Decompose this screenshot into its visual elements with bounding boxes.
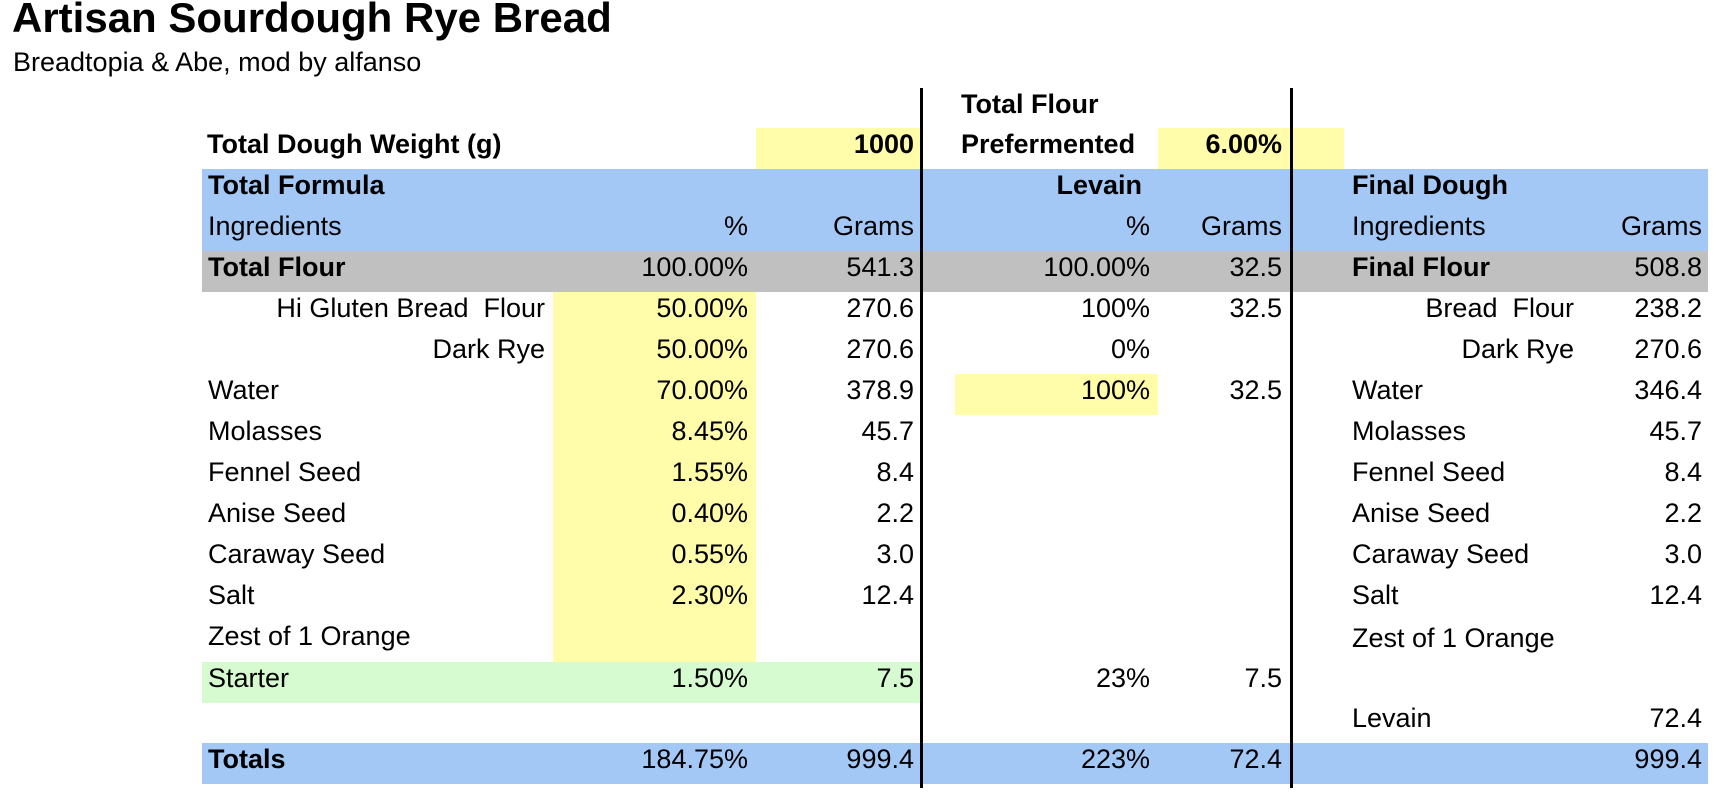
totals-band (202, 743, 1708, 784)
header-band (202, 169, 1708, 251)
fd-row-grams: 8.4 (1664, 457, 1702, 487)
tf-row-name: Caraway Seed (208, 539, 386, 569)
tf-row-grams: 7.5 (876, 663, 914, 693)
fd-row-name: Molasses (1352, 416, 1467, 446)
fd-row-grams: 72.4 (1649, 703, 1702, 733)
lv-total-grams: 72.4 (1229, 744, 1282, 774)
tf-row-pct[interactable]: 0.55% (671, 539, 748, 569)
fd-row-grams: 508.8 (1634, 252, 1702, 282)
tf-row-pct[interactable]: 50.00% (656, 293, 748, 323)
tf-row-name: Starter (208, 663, 290, 693)
fd-row-grams: 238.2 (1634, 293, 1702, 323)
fd-row-name: Water (1352, 375, 1424, 405)
fd-row-name: Salt (1352, 580, 1399, 610)
lv-row-pct: 23% (1095, 663, 1150, 693)
tf-row-name: Fennel Seed (208, 457, 362, 487)
tf-row-pct[interactable]: 1.55% (671, 457, 748, 487)
starter-band (202, 662, 920, 703)
dough-weight-value[interactable]: 1000 (853, 129, 914, 159)
prefermented-value[interactable]: 6.00% (1205, 129, 1282, 159)
prefermented-label-line1: Total Flour (961, 89, 1099, 119)
lv-row-pct: 100% (1080, 293, 1150, 323)
fd-row-grams: 45.7 (1649, 416, 1702, 446)
tf-row-pct[interactable]: 1.50% (671, 663, 748, 693)
levain-water-input-bg (955, 374, 1158, 415)
recipe-title: Artisan Sourdough Rye Bread (12, 0, 612, 41)
totals-label: Totals (208, 744, 286, 774)
fd-row-name: Anise Seed (1352, 498, 1491, 528)
recipe-subtitle: Breadtopia & Abe, mod by alfanso (13, 47, 422, 77)
tf-row-grams: 12.4 (861, 580, 914, 610)
tf-row-pct[interactable]: 50.00% (656, 334, 748, 364)
fd-row-name: Bread Flour (1425, 293, 1574, 323)
lv-row-pct: 0% (1110, 334, 1150, 364)
tf-row-name: Anise Seed (208, 498, 347, 528)
lv-row-grams: 7.5 (1244, 663, 1282, 693)
tf-row-grams: 270.6 (846, 293, 914, 323)
dough-weight-input-bg (756, 128, 920, 169)
fd-row-name: Fennel Seed (1352, 457, 1506, 487)
prefermented-label-line2: Prefermented (961, 129, 1136, 159)
tf-row-name: Molasses (208, 416, 323, 446)
tf-row-pct[interactable]: 70.00% (656, 375, 748, 405)
divider-levain (920, 88, 923, 788)
tf-row-pct: 100.00% (641, 252, 748, 282)
fd-col-grams: Grams (1621, 211, 1702, 241)
fd-row-name: Dark Rye (1461, 334, 1574, 364)
tf-row-name: Salt (208, 580, 255, 610)
fd-row-name: Final Flour (1352, 252, 1490, 282)
tf-row-name: Total Flour (208, 252, 346, 282)
fd-row-name: Zest of 1 Orange (1352, 623, 1555, 653)
tf-col-pct: % (723, 211, 748, 241)
lv-total-pct: 223% (1080, 744, 1150, 774)
lv-row-pct: 100.00% (1043, 252, 1150, 282)
pct-input-column-bg (553, 292, 756, 662)
tf-total-grams: 999.4 (846, 744, 914, 774)
total-formula-title: Total Formula (208, 170, 385, 200)
flour-band (202, 251, 1708, 292)
tf-row-grams: 2.2 (876, 498, 914, 528)
fd-row-grams: 346.4 (1634, 375, 1702, 405)
lv-row-pct[interactable]: 100% (1080, 375, 1150, 405)
levain-title: Levain (1056, 170, 1142, 200)
tf-row-grams: 270.6 (846, 334, 914, 364)
lv-row-grams: 32.5 (1229, 293, 1282, 323)
lv-row-grams: 32.5 (1229, 375, 1282, 405)
tf-row-grams: 378.9 (846, 375, 914, 405)
tf-row-grams: 8.4 (876, 457, 914, 487)
tf-col-grams: Grams (833, 211, 914, 241)
tf-row-name: Dark Rye (432, 334, 545, 364)
lv-col-pct: % (1125, 211, 1150, 241)
divider-final (1290, 88, 1293, 788)
tf-row-pct[interactable]: 2.30% (671, 580, 748, 610)
fd-row-name: Levain (1352, 703, 1432, 733)
fd-row-grams: 3.0 (1664, 539, 1702, 569)
fd-row-grams: 2.2 (1664, 498, 1702, 528)
fd-row-name: Caraway Seed (1352, 539, 1530, 569)
dough-weight-label: Total Dough Weight (g) (207, 129, 502, 159)
lv-row-grams: 32.5 (1229, 252, 1282, 282)
tf-row-grams: 541.3 (846, 252, 914, 282)
prefermented-input-bg (1158, 128, 1344, 169)
tf-col-ingredients: Ingredients (208, 211, 342, 241)
tf-row-pct[interactable]: 0.40% (671, 498, 748, 528)
tf-row-name: Hi Gluten Bread Flour (276, 293, 545, 323)
tf-row-pct[interactable]: 8.45% (671, 416, 748, 446)
lv-col-grams: Grams (1201, 211, 1282, 241)
tf-row-grams: 3.0 (876, 539, 914, 569)
final-dough-title: Final Dough (1352, 170, 1508, 200)
tf-row-name: Zest of 1 Orange (208, 621, 411, 651)
fd-row-grams: 12.4 (1649, 580, 1702, 610)
fd-row-grams: 270.6 (1634, 334, 1702, 364)
fd-col-ingredients: Ingredients (1352, 211, 1486, 241)
fd-total-grams: 999.4 (1634, 744, 1702, 774)
tf-row-name: Water (208, 375, 280, 405)
tf-total-pct: 184.75% (641, 744, 748, 774)
tf-row-grams: 45.7 (861, 416, 914, 446)
